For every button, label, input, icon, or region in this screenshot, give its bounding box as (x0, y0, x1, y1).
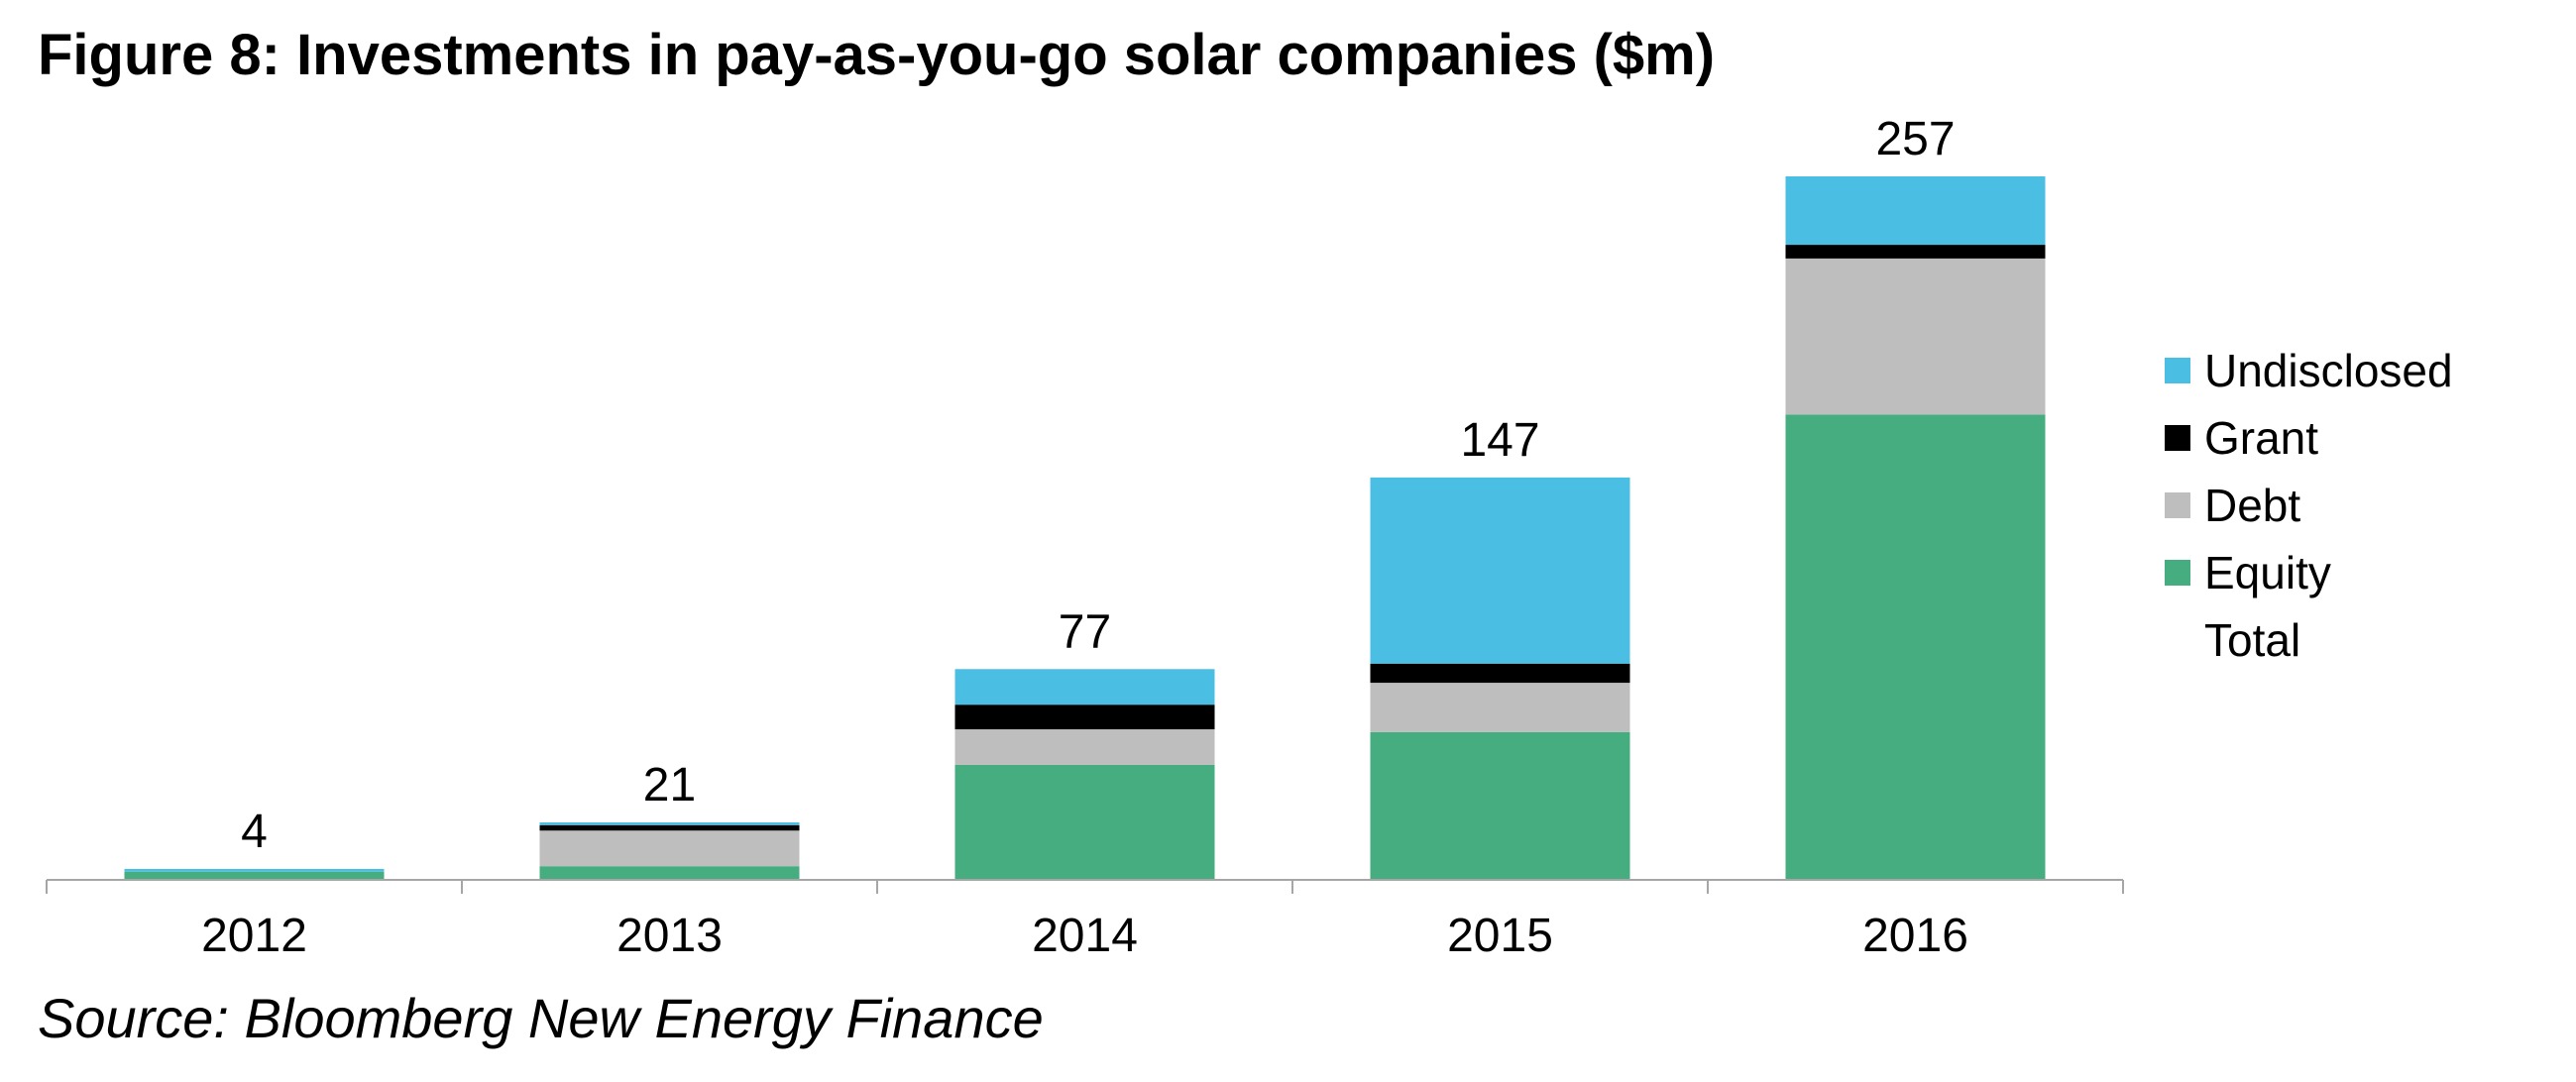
bar-equity-2016 (1785, 414, 2046, 880)
chart-title: Figure 8: Investments in pay-as-you-go s… (38, 23, 1716, 87)
x-tick-label-2014: 2014 (1032, 910, 1138, 962)
legend: Undisclosed Grant Debt Equity Total (2165, 345, 2453, 666)
bar-grant-2015 (1370, 663, 1630, 684)
bar-undisclosed-2012 (124, 868, 385, 872)
legend-swatch-undisclosed (2165, 358, 2190, 383)
x-tick-label-2015: 2015 (1447, 910, 1553, 962)
x-axis: 2012 2013 2014 2015 2016 (46, 879, 2124, 962)
legend-item-grant: Grant (2165, 412, 2318, 464)
legend-swatch-grant (2165, 425, 2190, 451)
legend-swatch-debt (2165, 492, 2190, 518)
bar-equity-2012 (124, 871, 385, 880)
bar-equity-2015 (1370, 731, 1630, 880)
x-tick-label-2013: 2013 (616, 910, 723, 962)
bar-debt-2014 (954, 729, 1215, 765)
total-labels: 4 21 77 147 257 (241, 113, 1955, 858)
bar-debt-2016 (1785, 258, 2046, 415)
total-label-2015: 147 (1460, 414, 1539, 467)
bars-layer (124, 176, 2046, 880)
bar-undisclosed-2014 (954, 669, 1215, 705)
total-label-2014: 77 (1059, 605, 1111, 658)
bar-equity-2013 (539, 866, 800, 880)
legend-item-debt: Debt (2165, 480, 2300, 531)
legend-label-total: Total (2204, 614, 2300, 666)
legend-label-grant: Grant (2204, 412, 2318, 464)
legend-item-equity: Equity (2165, 547, 2331, 598)
bar-debt-2013 (539, 830, 800, 867)
x-tick-label-2012: 2012 (201, 910, 307, 962)
bar-undisclosed-2015 (1370, 477, 1630, 664)
bar-equity-2014 (954, 764, 1215, 880)
source-note: Source: Bloomberg New Energy Finance (38, 987, 1044, 1049)
legend-label-debt: Debt (2204, 480, 2300, 531)
total-label-2016: 257 (1875, 113, 1955, 165)
bar-debt-2015 (1370, 683, 1630, 732)
bar-grant-2014 (954, 704, 1215, 730)
bar-undisclosed-2013 (539, 821, 800, 825)
bar-undisclosed-2016 (1785, 176, 2046, 246)
legend-item-total: Total (2204, 614, 2300, 666)
legend-item-undisclosed: Undisclosed (2165, 345, 2453, 396)
legend-swatch-equity (2165, 560, 2190, 586)
total-label-2012: 4 (241, 806, 268, 858)
total-label-2013: 21 (643, 759, 696, 812)
legend-label-equity: Equity (2204, 547, 2331, 598)
legend-label-undisclosed: Undisclosed (2204, 345, 2453, 396)
bar-grant-2013 (539, 824, 800, 831)
x-tick-label-2016: 2016 (1862, 910, 1968, 962)
bar-grant-2016 (1785, 245, 2046, 259)
